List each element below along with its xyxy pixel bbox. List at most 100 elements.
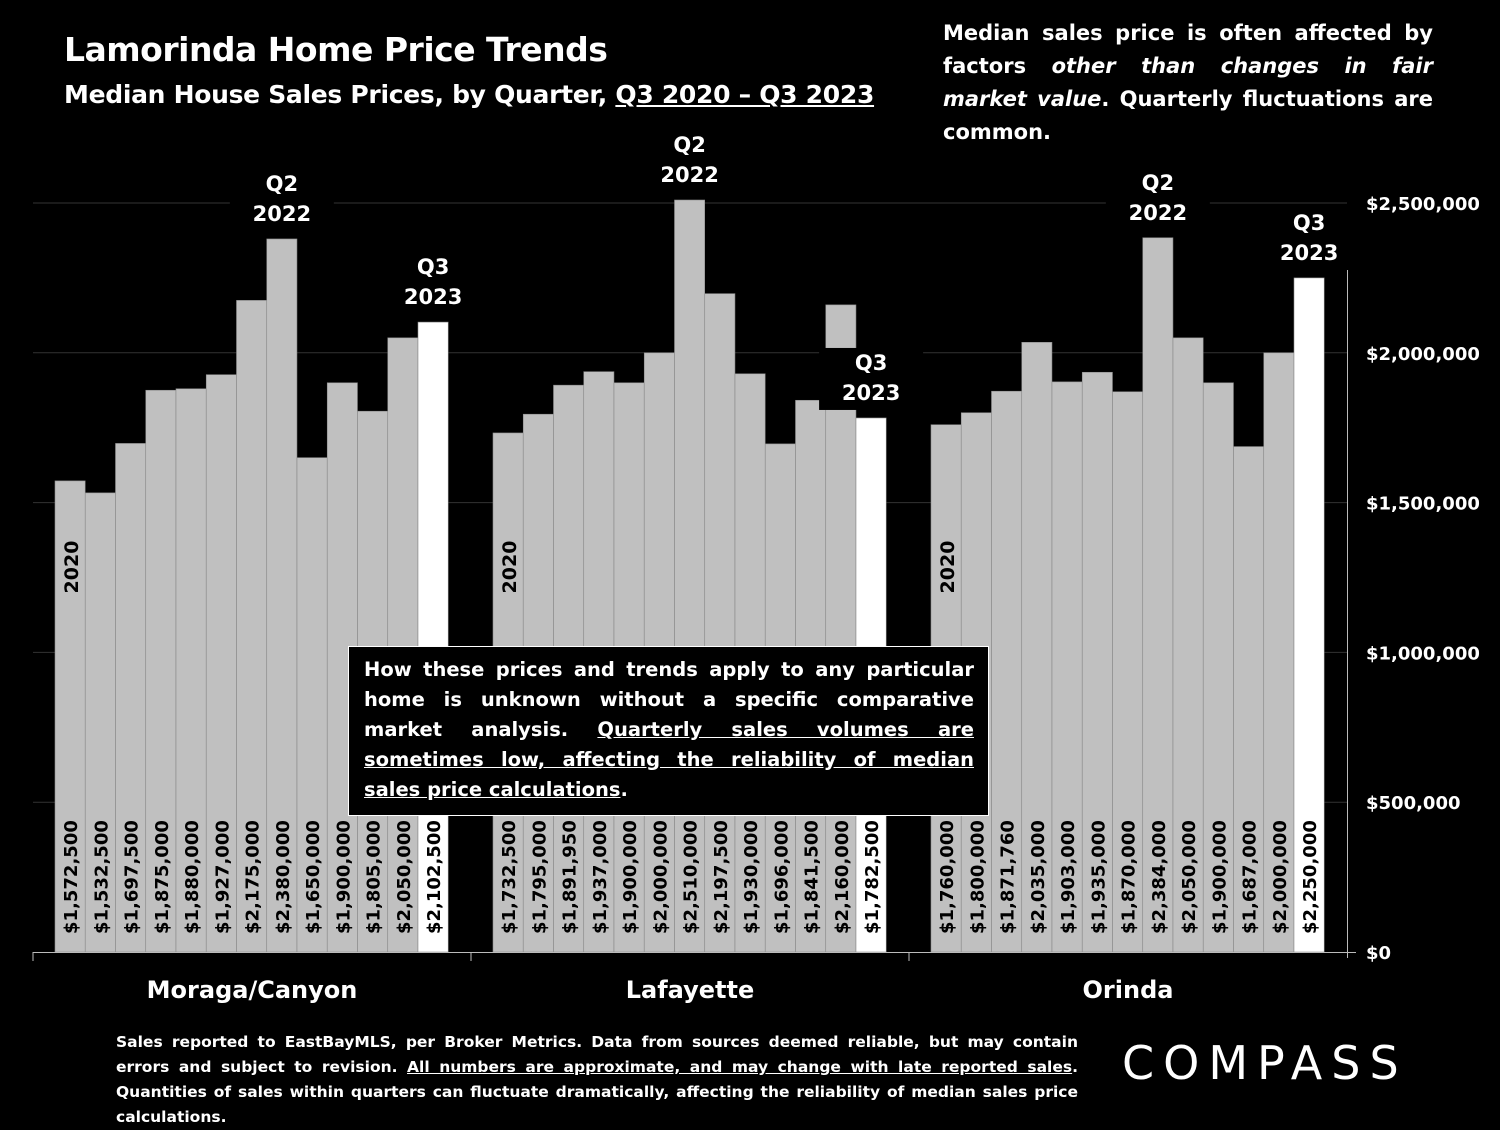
annotation-backdrop: [1257, 207, 1362, 270]
y-tick-label: $2,500,000: [1366, 194, 1480, 215]
bar-annotation-line1: Q2: [673, 133, 705, 157]
bar-annotation-line1: Q3: [855, 351, 887, 375]
bar-value-label: $1,532,500: [91, 820, 112, 934]
year-label: 2020: [937, 541, 959, 594]
bar-value-label: $1,900,000: [620, 820, 641, 934]
footnote-underlined: All numbers are approximate, and may cha…: [407, 1058, 1073, 1076]
bar: [1293, 277, 1325, 953]
bar: [54, 480, 86, 953]
annotation-backdrop: [819, 347, 924, 410]
bar: [1172, 337, 1204, 953]
bar: [205, 374, 237, 953]
y-tick-label: $0: [1366, 943, 1391, 964]
bar-value-label: $1,696,000: [771, 820, 792, 934]
note-italic: other than changes in fair market value: [943, 54, 1433, 111]
bar-value-label: $1,903,000: [1058, 820, 1079, 934]
bar: [991, 390, 1023, 953]
bar-value-label: $2,102,500: [424, 820, 445, 934]
bar-value-label: $1,880,000: [182, 820, 203, 934]
bar-value-label: $1,900,000: [333, 820, 354, 934]
bar-value-label: $2,050,000: [1179, 820, 1200, 934]
bar-value-label: $2,197,500: [711, 820, 732, 934]
bar: [296, 457, 328, 953]
bar-value-label: $2,384,000: [1149, 820, 1170, 934]
footnote-part2: . Quantities of sales within quarters ca…: [116, 1058, 1078, 1126]
note-part2: . Quarterly fluctuations are common.: [943, 87, 1433, 144]
bar-annotation-line2: 2022: [660, 163, 718, 187]
bar-value-label: $1,795,000: [529, 820, 550, 934]
note-part1: Median sales price is often affected by …: [943, 21, 1433, 78]
bar: [145, 389, 177, 953]
bar-annotation-line1: Q3: [417, 255, 449, 279]
bar-annotation-line1: Q2: [266, 172, 298, 196]
bar-value-label: $1,650,000: [303, 820, 324, 934]
bar-value-label: $1,687,000: [1240, 820, 1261, 934]
bar: [674, 199, 706, 953]
bar-annotation-line2: 2022: [1129, 201, 1187, 225]
subtitle-range: Q3 2020 – Q3 2023: [615, 80, 875, 109]
year-label: 2020: [61, 541, 83, 594]
group-label: Orinda: [1083, 976, 1174, 1004]
y-tick-label: $1,500,000: [1366, 494, 1480, 515]
footnote: Sales reported to EastBayMLS, per Broker…: [116, 1030, 1078, 1130]
bar-value-label: $1,697,500: [122, 820, 143, 934]
bar: [175, 388, 207, 953]
bar: [1263, 352, 1295, 953]
annotation-backdrop: [1105, 167, 1210, 230]
callout-underlined: Quarterly sales volumes are sometimes lo…: [364, 718, 974, 801]
bar-value-label: $2,250,000: [1300, 820, 1321, 934]
y-tick-label: $1,000,000: [1366, 643, 1480, 664]
bar-value-label: $2,000,000: [650, 820, 671, 934]
bar-value-label: $1,927,000: [212, 820, 233, 934]
bar: [704, 293, 736, 953]
bar-annotation-line2: 2022: [253, 202, 311, 226]
bar-value-label: $1,572,500: [61, 820, 82, 934]
bar: [1021, 342, 1053, 953]
callout-plain: How these prices and trends apply to any…: [364, 658, 974, 741]
bar: [1142, 237, 1174, 953]
bar-value-label: $1,800,000: [967, 820, 988, 934]
bar-value-label: $2,160,000: [832, 820, 853, 934]
bar: [115, 443, 147, 953]
bar-value-label: $2,175,000: [243, 820, 264, 934]
note-median-caveat: Median sales price is often affected by …: [943, 17, 1433, 149]
bar-value-label: $2,050,000: [394, 820, 415, 934]
bar-value-label: $1,805,000: [364, 820, 385, 934]
year-label: 2020: [499, 541, 521, 594]
page-subtitle: Median House Sales Prices, by Quarter, Q…: [64, 80, 874, 109]
bar-value-label: $2,000,000: [1270, 820, 1291, 934]
bar-value-label: $1,871,760: [998, 820, 1019, 934]
annotation-backdrop: [229, 168, 334, 231]
callout-box: How these prices and trends apply to any…: [348, 646, 989, 816]
bar-annotation-line2: 2023: [1280, 241, 1338, 265]
bar-value-label: $2,380,000: [273, 820, 294, 934]
group-label: Moraga/Canyon: [147, 976, 358, 1004]
bar: [1202, 382, 1234, 953]
bar: [417, 321, 449, 953]
callout-end: .: [620, 778, 628, 801]
bar-annotation-line1: Q3: [1293, 211, 1325, 235]
bar-value-label: $2,035,000: [1028, 820, 1049, 934]
bar-value-label: $1,935,000: [1088, 820, 1109, 934]
compass-logo: COMPASS: [1122, 1036, 1408, 1090]
bar-value-label: $1,937,000: [590, 820, 611, 934]
y-tick-label: $500,000: [1366, 793, 1461, 814]
bar-value-label: $1,891,950: [560, 820, 581, 934]
bar-value-label: $1,870,000: [1119, 820, 1140, 934]
bar: [825, 304, 857, 953]
bar-annotation-line1: Q2: [1142, 171, 1174, 195]
bar-value-label: $1,900,000: [1209, 820, 1230, 934]
group-label: Lafayette: [626, 976, 755, 1004]
bar-value-label: $2,510,000: [681, 820, 702, 934]
bar-value-label: $1,732,500: [499, 820, 520, 934]
subtitle-prefix: Median House Sales Prices, by Quarter,: [64, 80, 616, 109]
bar: [236, 300, 268, 953]
page-title: Lamorinda Home Price Trends: [64, 30, 608, 69]
bar-value-label: $1,930,000: [741, 820, 762, 934]
bar-value-label: $1,841,500: [802, 820, 823, 934]
bar-value-label: $1,782,500: [862, 820, 883, 934]
annotation-backdrop: [637, 130, 742, 193]
bar-annotation-line2: 2023: [404, 285, 462, 309]
annotation-backdrop: [381, 252, 486, 315]
